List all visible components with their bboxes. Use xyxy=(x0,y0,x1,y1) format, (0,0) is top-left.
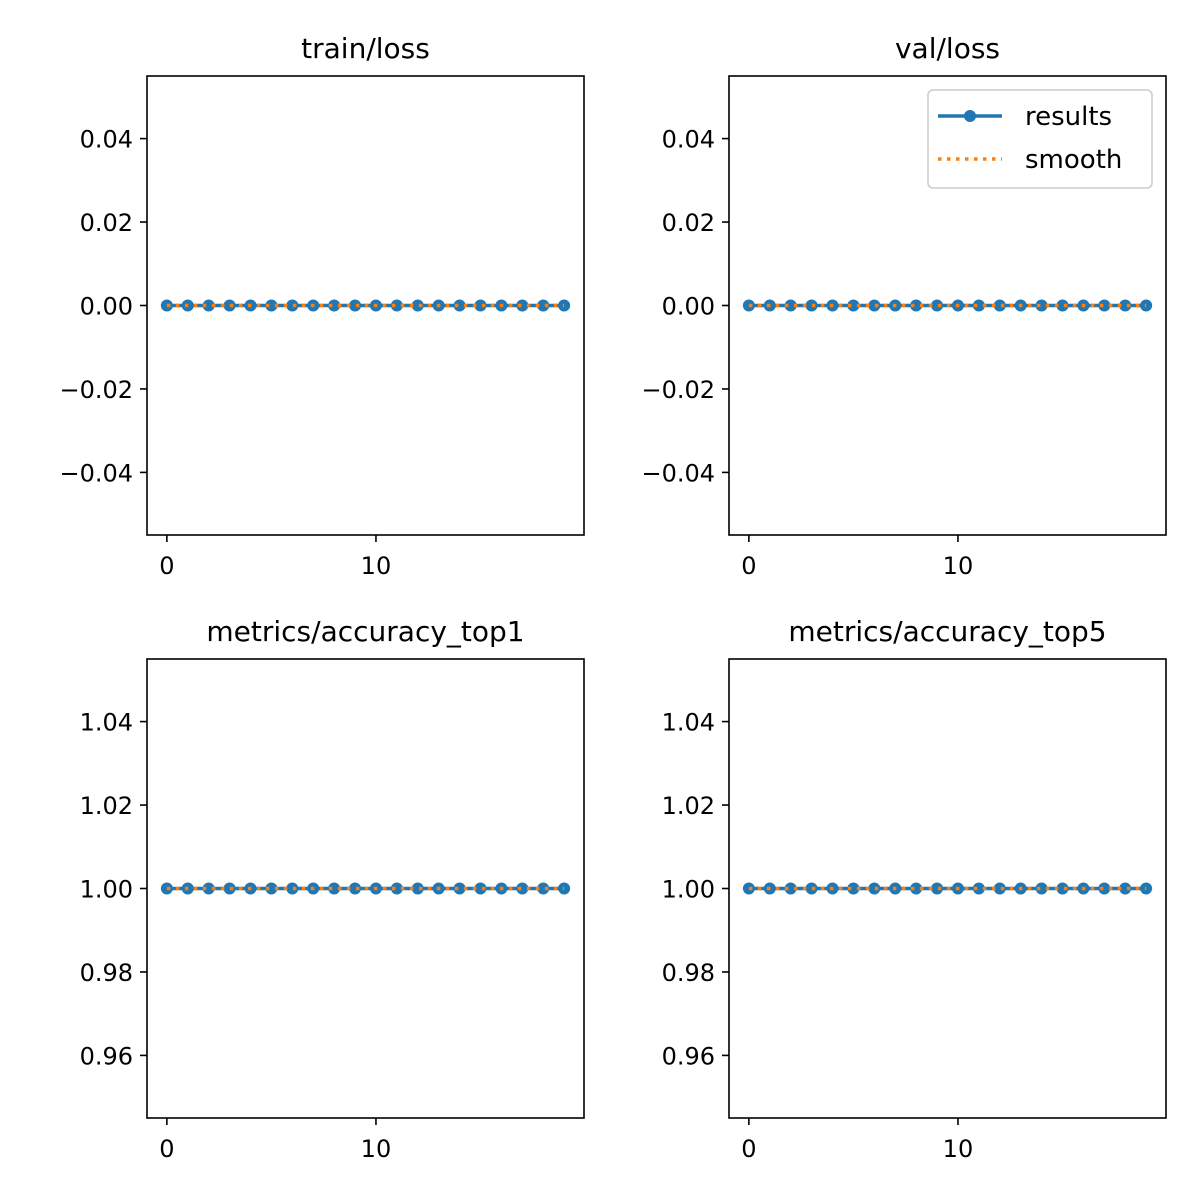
axes-frame xyxy=(146,75,585,536)
data-point-results xyxy=(390,882,403,895)
data-point-results xyxy=(390,299,403,312)
legend: results smooth xyxy=(927,89,1153,189)
y-tick-label: 1.02 xyxy=(662,792,715,820)
data-point-results xyxy=(349,299,362,312)
data-point-results xyxy=(972,882,985,895)
y-tick-label: −0.04 xyxy=(59,459,133,487)
chart-title: train/loss xyxy=(301,32,430,65)
axes-frame xyxy=(728,658,1167,1119)
y-tick-label: 0.04 xyxy=(662,126,715,154)
y-tick-label: 0.02 xyxy=(80,209,133,237)
data-point-results xyxy=(993,299,1006,312)
data-point-results xyxy=(453,882,466,895)
data-point-results xyxy=(1056,299,1069,312)
y-tick-label: 1.00 xyxy=(80,876,133,904)
x-tick-label: 10 xyxy=(361,1135,392,1163)
data-point-results xyxy=(265,882,278,895)
x-tick-label: 10 xyxy=(943,552,974,580)
data-point-results xyxy=(784,299,797,312)
subplot-3: metrics/accuracy_top1 0 10 0.96 0.98 1.00 1.02… xyxy=(80,615,585,1163)
data-point-results xyxy=(1119,882,1132,895)
axes-frame xyxy=(728,75,1167,536)
data-point-results xyxy=(847,299,860,312)
data-point-results xyxy=(516,299,529,312)
data-point-results xyxy=(805,299,818,312)
data-point-results xyxy=(1098,882,1111,895)
chart-title: val/loss xyxy=(895,32,1000,65)
data-point-results xyxy=(265,299,278,312)
data-point-results xyxy=(910,882,923,895)
x-tick-label: 0 xyxy=(741,1135,756,1163)
data-point-results xyxy=(1035,299,1048,312)
y-tick-label: 0.98 xyxy=(80,959,133,987)
y-tick-label: 0.96 xyxy=(80,1042,133,1070)
data-point-results xyxy=(1098,299,1111,312)
y-tick-label: 1.04 xyxy=(662,709,715,737)
y-tick-label: 0.98 xyxy=(662,959,715,987)
data-point-results xyxy=(202,882,215,895)
legend-marker-results xyxy=(964,110,976,122)
y-tick-label: −0.04 xyxy=(641,459,715,487)
x-tick-label: 0 xyxy=(159,552,174,580)
x-tick-label: 0 xyxy=(159,1135,174,1163)
y-tick-label: −0.02 xyxy=(641,376,715,404)
data-point-results xyxy=(537,882,550,895)
x-tick-label: 10 xyxy=(943,1135,974,1163)
data-point-results xyxy=(474,299,487,312)
data-point-results xyxy=(286,299,299,312)
legend-label-results: results xyxy=(1025,102,1112,132)
y-tick-label: 1.04 xyxy=(80,709,133,737)
data-point-results xyxy=(910,299,923,312)
data-point-results xyxy=(349,882,362,895)
y-tick-label: 0.00 xyxy=(662,293,715,321)
subplot-1: train/loss 0 10 −0.04 −0.02 0.00 0.02 0.04 xyxy=(59,32,585,580)
data-point-results xyxy=(805,882,818,895)
x-tick-label: 0 xyxy=(741,552,756,580)
data-point-results xyxy=(453,299,466,312)
chart-title: metrics/accuracy_top1 xyxy=(206,615,524,648)
y-tick-label: 0.96 xyxy=(662,1042,715,1070)
data-point-results xyxy=(847,882,860,895)
data-point-results xyxy=(474,882,487,895)
data-point-results xyxy=(972,299,985,312)
chart-title: metrics/accuracy_top5 xyxy=(788,615,1106,648)
data-point-results xyxy=(411,299,424,312)
data-point-results xyxy=(328,299,341,312)
x-tick-label: 10 xyxy=(361,552,392,580)
data-point-results xyxy=(411,882,424,895)
y-tick-label: 0.02 xyxy=(662,209,715,237)
data-point-results xyxy=(1035,882,1048,895)
data-point-results xyxy=(1056,882,1069,895)
data-point-results xyxy=(931,299,944,312)
data-point-results xyxy=(223,299,236,312)
legend-label-smooth: smooth xyxy=(1025,145,1122,175)
data-point-results xyxy=(537,299,550,312)
data-point-results xyxy=(931,882,944,895)
subplot-2: val/loss 0 10 −0.04 −0.02 0.00 0.02 0.04 results… xyxy=(641,32,1167,580)
data-point-results xyxy=(868,299,881,312)
y-tick-label: 1.02 xyxy=(80,792,133,820)
data-point-results xyxy=(784,882,797,895)
data-point-results xyxy=(993,882,1006,895)
data-point-results xyxy=(286,882,299,895)
y-tick-label: 0.00 xyxy=(80,293,133,321)
subplot-4: metrics/accuracy_top5 0 10 0.96 0.98 1.00 1.02… xyxy=(662,615,1167,1163)
data-point-results xyxy=(1119,299,1132,312)
axes-frame xyxy=(146,658,585,1119)
y-tick-label: −0.02 xyxy=(59,376,133,404)
y-tick-label: 1.00 xyxy=(662,876,715,904)
data-point-results xyxy=(223,882,236,895)
data-point-results xyxy=(868,882,881,895)
data-point-results xyxy=(516,882,529,895)
data-point-results xyxy=(202,299,215,312)
y-tick-label: 0.04 xyxy=(80,126,133,154)
data-point-results xyxy=(328,882,341,895)
